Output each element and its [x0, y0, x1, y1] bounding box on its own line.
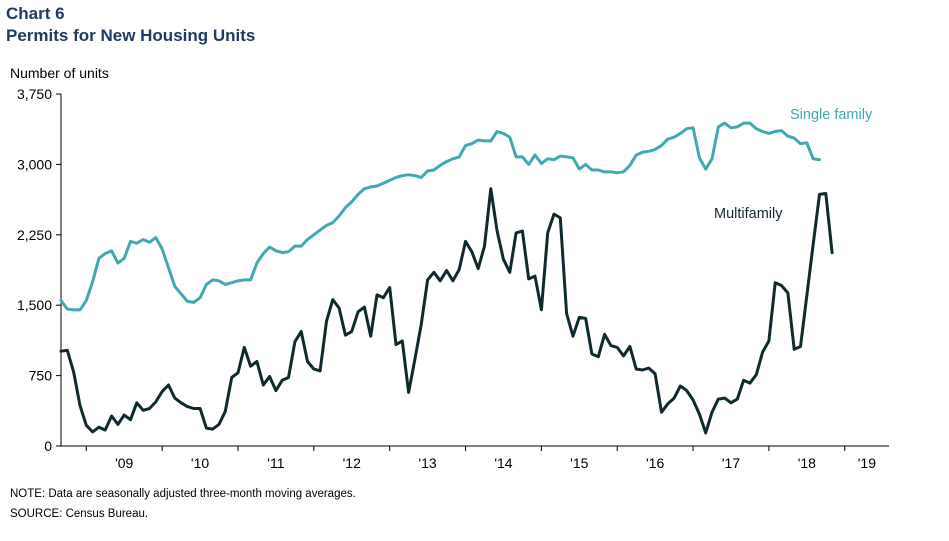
- x-tick-label: '14: [494, 455, 512, 471]
- chart-header: Chart 6 Permits for New Housing Units: [6, 3, 255, 47]
- x-tick-label: '19: [858, 455, 876, 471]
- x-tick-label: '17: [722, 455, 740, 471]
- series-label-multifamily: Multifamily: [714, 206, 783, 222]
- chart-title: Permits for New Housing Units: [6, 26, 256, 45]
- x-tick-label: '11: [267, 455, 284, 471]
- y-tick-label: 3,000: [17, 156, 52, 172]
- source-text: SOURCE: Census Bureau.: [10, 508, 149, 520]
- y-axis-label: Number of units: [10, 65, 109, 81]
- x-tick-label: '16: [646, 455, 664, 471]
- y-tick-label: 2,250: [17, 227, 52, 243]
- x-tick-label: '09: [115, 455, 133, 471]
- y-tick-label: 750: [29, 368, 53, 384]
- y-tick-label: 1,500: [17, 297, 52, 313]
- y-tick-label: 0: [44, 438, 52, 454]
- x-tick-label: '18: [798, 455, 816, 471]
- x-tick-label: '15: [570, 455, 588, 471]
- series-label-single-family: Single family: [790, 107, 873, 123]
- x-tick-label: '12: [343, 455, 361, 471]
- chart-number: Chart 6: [6, 4, 65, 23]
- footnotes: NOTE: Data are seasonally adjusted three…: [10, 484, 356, 524]
- series-line-single-family: [59, 121, 821, 312]
- y-tick-label: 3,750: [17, 86, 52, 102]
- series-line-multifamily: [59, 187, 834, 435]
- x-tick-label: '13: [418, 455, 436, 471]
- x-tick-label: '10: [191, 455, 209, 471]
- note-text: NOTE: Data are seasonally adjusted three…: [10, 488, 356, 500]
